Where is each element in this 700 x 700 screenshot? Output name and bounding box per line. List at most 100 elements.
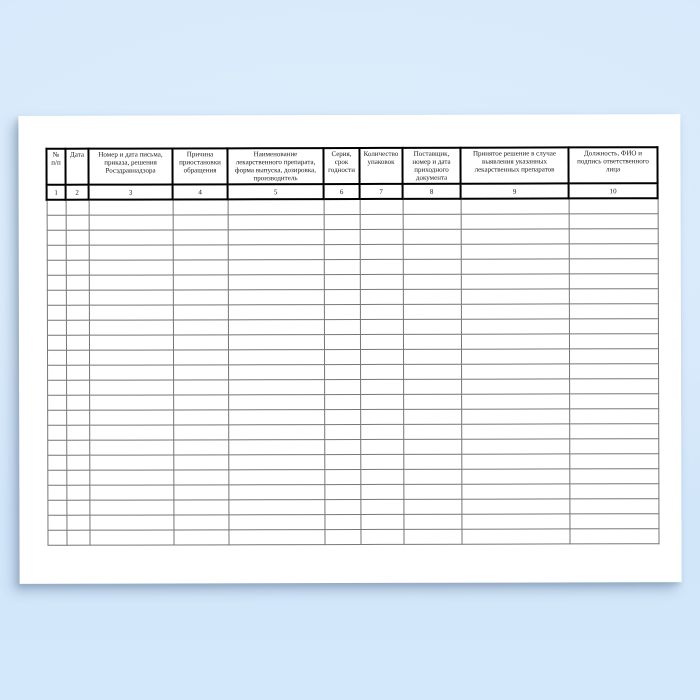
empty-cell xyxy=(88,334,174,351)
empty-cell xyxy=(227,304,324,320)
empty-cell xyxy=(359,229,403,245)
empty-cell xyxy=(65,260,89,276)
empty-cell xyxy=(88,289,173,306)
empty-cell xyxy=(402,198,461,215)
empty-cell xyxy=(402,289,461,305)
empty-cell xyxy=(461,393,570,410)
empty-cell xyxy=(323,229,360,245)
empty-cell xyxy=(359,259,403,275)
empty-cell xyxy=(46,335,67,351)
empty-cell xyxy=(569,348,659,364)
empty-cell xyxy=(173,454,229,470)
empty-cell xyxy=(402,274,461,290)
column-header-8: Поставщик, номер и дата приходного докум… xyxy=(402,147,461,184)
empty-cell xyxy=(89,469,174,486)
empty-cell xyxy=(173,514,229,530)
empty-cell xyxy=(569,468,659,484)
empty-cell xyxy=(360,484,404,500)
empty-cell xyxy=(569,408,659,424)
header-numbers-row: 1 2 3 4 5 6 7 8 9 10 xyxy=(46,183,658,200)
journal-table: № п/п Дата Номер и дата письма, приказа, р… xyxy=(45,146,659,546)
empty-cell xyxy=(402,214,461,230)
empty-cell xyxy=(324,424,361,440)
column-number-9: 9 xyxy=(460,183,569,199)
empty-cell xyxy=(461,468,570,485)
column-header-10: Должность, ФИО и подпись ответственного … xyxy=(568,147,658,184)
empty-cell xyxy=(173,484,229,500)
empty-cell xyxy=(228,514,325,530)
empty-cell xyxy=(66,425,90,441)
empty-cell xyxy=(228,439,325,455)
empty-cell xyxy=(47,395,67,411)
table-row xyxy=(47,453,659,471)
empty-cell xyxy=(359,319,403,335)
empty-cell xyxy=(324,349,361,365)
empty-cell xyxy=(324,469,361,485)
empty-cell xyxy=(569,378,659,394)
empty-cell xyxy=(403,424,462,440)
empty-cell xyxy=(403,484,462,500)
column-number-6: 6 xyxy=(323,183,360,200)
column-header-7: Количество упаковок xyxy=(359,147,403,184)
empty-cell xyxy=(359,198,403,215)
empty-cell xyxy=(403,529,462,545)
empty-cell xyxy=(227,199,324,215)
empty-cell xyxy=(227,229,324,245)
table-row xyxy=(47,423,659,441)
empty-cell xyxy=(568,333,659,349)
empty-cell xyxy=(66,395,90,411)
table-row xyxy=(46,288,658,306)
empty-cell xyxy=(569,423,659,439)
column-header-4: Причина приостановки обращения xyxy=(172,148,228,185)
empty-cell xyxy=(46,305,66,321)
empty-cell xyxy=(66,530,90,546)
empty-cell xyxy=(323,274,360,290)
empty-cell xyxy=(173,409,229,425)
empty-cell xyxy=(228,454,325,470)
table-row xyxy=(46,318,658,336)
empty-cell xyxy=(402,334,462,350)
empty-cell xyxy=(324,499,361,515)
empty-cell xyxy=(228,484,325,500)
empty-cell xyxy=(360,349,404,365)
empty-cell xyxy=(172,334,229,350)
empty-cell xyxy=(324,454,361,470)
empty-cell xyxy=(359,214,403,230)
empty-cell xyxy=(403,409,462,425)
table-row xyxy=(46,243,658,261)
empty-cell xyxy=(65,199,89,216)
empty-cell xyxy=(89,499,174,516)
empty-cell xyxy=(47,455,67,471)
table-row xyxy=(46,303,658,321)
empty-cell xyxy=(66,440,90,456)
column-number-5: 5 xyxy=(227,184,324,200)
empty-cell xyxy=(359,289,403,305)
column-header-6: Серия, срок годности xyxy=(323,147,360,185)
empty-cell xyxy=(569,513,659,529)
column-number-7: 7 xyxy=(359,183,403,199)
empty-cell xyxy=(360,409,404,425)
table-row xyxy=(46,258,658,276)
empty-cell xyxy=(323,289,360,305)
empty-cell xyxy=(47,440,67,456)
empty-cell xyxy=(460,273,569,290)
empty-cell xyxy=(569,453,659,469)
empty-cell xyxy=(569,498,659,514)
empty-cell xyxy=(46,290,66,306)
empty-cell xyxy=(66,410,90,426)
empty-cell xyxy=(360,454,404,470)
empty-cell xyxy=(172,199,228,215)
empty-cell xyxy=(568,318,658,334)
empty-cell xyxy=(569,483,659,499)
empty-cell xyxy=(461,408,570,425)
empty-cell xyxy=(324,439,361,455)
empty-cell xyxy=(173,439,229,455)
empty-cell xyxy=(66,500,90,516)
empty-cell xyxy=(461,378,570,395)
empty-cell xyxy=(66,350,90,366)
empty-cell xyxy=(461,348,570,365)
empty-cell xyxy=(47,470,67,486)
empty-cell xyxy=(227,334,325,350)
empty-cell xyxy=(402,259,461,275)
